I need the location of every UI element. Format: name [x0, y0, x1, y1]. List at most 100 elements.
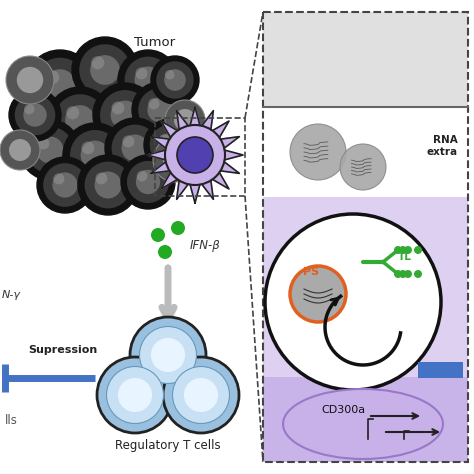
Circle shape	[53, 173, 64, 184]
Circle shape	[121, 155, 175, 209]
Circle shape	[132, 82, 188, 138]
Circle shape	[174, 109, 196, 131]
Bar	[155, 118, 245, 196]
Circle shape	[53, 173, 78, 198]
Circle shape	[70, 130, 120, 180]
Circle shape	[0, 130, 40, 170]
Circle shape	[91, 56, 104, 69]
Circle shape	[24, 104, 35, 115]
Circle shape	[171, 221, 185, 235]
Circle shape	[414, 270, 422, 278]
Text: TL: TL	[398, 252, 412, 262]
Circle shape	[151, 228, 165, 242]
Circle shape	[163, 148, 187, 172]
Circle shape	[165, 100, 205, 140]
Circle shape	[25, 50, 95, 120]
Circle shape	[150, 125, 190, 165]
Bar	[263, 12, 468, 107]
Circle shape	[23, 103, 47, 127]
Circle shape	[84, 162, 131, 209]
Circle shape	[156, 61, 194, 99]
Circle shape	[33, 58, 87, 112]
Circle shape	[147, 97, 173, 123]
Circle shape	[153, 138, 197, 182]
Circle shape	[130, 317, 206, 393]
Circle shape	[72, 37, 138, 103]
Circle shape	[93, 83, 157, 147]
Circle shape	[135, 66, 162, 93]
Circle shape	[36, 137, 64, 164]
Circle shape	[37, 137, 49, 149]
Circle shape	[414, 246, 422, 254]
Circle shape	[94, 172, 121, 199]
Circle shape	[82, 142, 94, 155]
Circle shape	[37, 157, 93, 213]
Circle shape	[164, 69, 186, 91]
Circle shape	[111, 101, 124, 114]
Circle shape	[159, 134, 170, 145]
Circle shape	[121, 135, 148, 162]
Circle shape	[137, 171, 147, 182]
Circle shape	[144, 119, 196, 171]
Text: N-γ: N-γ	[2, 290, 21, 300]
Circle shape	[47, 87, 113, 153]
Circle shape	[173, 366, 229, 423]
Circle shape	[394, 246, 402, 254]
Circle shape	[127, 161, 169, 203]
Circle shape	[97, 357, 173, 433]
Circle shape	[54, 94, 106, 146]
Circle shape	[290, 124, 346, 180]
Circle shape	[184, 378, 218, 412]
Circle shape	[290, 266, 346, 322]
Circle shape	[79, 44, 131, 96]
Circle shape	[158, 245, 172, 259]
Circle shape	[43, 163, 87, 207]
Circle shape	[138, 88, 182, 132]
Polygon shape	[147, 107, 243, 203]
Circle shape	[139, 327, 197, 383]
Circle shape	[65, 105, 95, 135]
Circle shape	[151, 338, 185, 372]
Circle shape	[9, 139, 31, 161]
Circle shape	[265, 214, 441, 390]
Bar	[263, 12, 468, 462]
Circle shape	[148, 98, 159, 109]
Circle shape	[394, 270, 402, 278]
Bar	[418, 362, 463, 378]
Text: CD300a: CD300a	[321, 405, 365, 415]
Circle shape	[122, 136, 135, 147]
Circle shape	[110, 100, 139, 129]
Circle shape	[100, 90, 150, 140]
Circle shape	[9, 89, 61, 141]
Circle shape	[136, 67, 147, 80]
Circle shape	[340, 144, 386, 190]
Bar	[263, 197, 468, 462]
Circle shape	[111, 125, 158, 172]
Circle shape	[15, 95, 55, 135]
Circle shape	[118, 50, 178, 110]
Circle shape	[44, 69, 76, 101]
Circle shape	[78, 155, 138, 215]
Circle shape	[151, 56, 199, 104]
Text: Tumor: Tumor	[135, 36, 175, 48]
Circle shape	[165, 125, 225, 185]
Circle shape	[404, 270, 412, 278]
Text: Regulatory T cells: Regulatory T cells	[115, 438, 221, 452]
Circle shape	[66, 106, 79, 119]
Bar	[263, 107, 468, 197]
Text: PS: PS	[303, 267, 319, 277]
Circle shape	[63, 123, 127, 187]
Circle shape	[90, 55, 120, 85]
Circle shape	[81, 141, 109, 169]
Circle shape	[399, 270, 407, 278]
Circle shape	[107, 366, 164, 423]
Circle shape	[27, 127, 73, 173]
Ellipse shape	[283, 389, 443, 459]
Circle shape	[95, 173, 108, 184]
Circle shape	[46, 70, 59, 84]
Circle shape	[136, 170, 160, 194]
Circle shape	[105, 118, 165, 178]
Circle shape	[6, 56, 54, 104]
Text: IFN-β: IFN-β	[190, 238, 221, 252]
Circle shape	[17, 67, 43, 93]
